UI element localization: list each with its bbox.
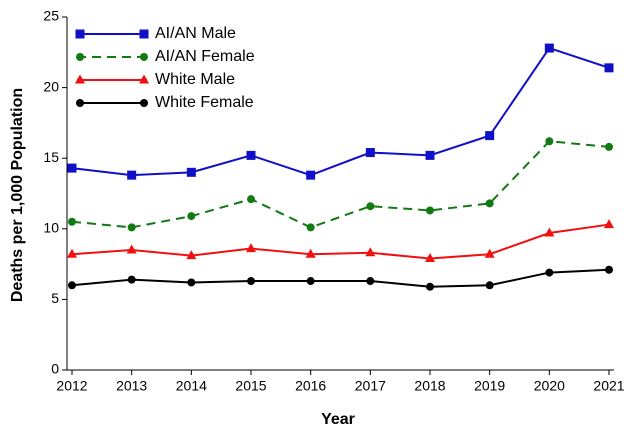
marker [485,199,494,208]
marker [127,275,136,284]
x-tick-label: 2016 [295,378,326,394]
marker [187,212,196,221]
marker [75,29,85,39]
legend-label: White Male [155,71,235,88]
marker [484,248,495,258]
marker [605,265,613,274]
marker [139,29,149,39]
marker [246,150,256,160]
marker [127,223,136,232]
marker [306,170,316,180]
marker [425,150,435,160]
y-tick-label: 25 [43,8,59,24]
marker [545,268,554,277]
marker [186,167,196,177]
series-line [71,46,610,177]
legend-label: White Female [155,94,254,111]
marker [186,250,197,260]
x-tick-label: 2021 [593,378,624,394]
series-line [71,223,610,260]
y-tick-label: 5 [51,290,59,306]
marker [366,277,375,286]
x-tick-label: 2014 [176,378,207,394]
marker [75,74,85,84]
marker [68,217,76,226]
series-line [71,268,610,288]
y-axis-title: Deaths per 1,000 Population [9,88,26,302]
marker [67,163,77,173]
marker [604,63,614,73]
marker [426,282,434,291]
marker [68,281,76,290]
x-tick-label: 2020 [534,378,565,394]
marker [425,252,435,262]
x-tick-label: 2012 [56,378,87,394]
legend-label: AI/AN Male [155,25,236,42]
x-tick-label: 2018 [414,378,445,394]
x-tick-label: 2017 [355,378,386,394]
marker [140,53,148,61]
marker [366,202,375,211]
marker [247,195,255,204]
marker [426,206,434,215]
marker [246,243,256,253]
series-line [71,140,610,229]
marker [67,248,77,258]
marker [605,142,613,151]
marker [306,277,315,286]
y-tick-label: 20 [43,78,59,94]
marker [187,278,196,287]
marker [126,244,137,254]
y-tick-label: 10 [43,220,59,236]
x-tick-label: 2019 [474,378,505,394]
x-tick-label: 2015 [235,378,266,394]
marker [544,227,555,237]
marker [247,277,255,286]
marker [306,223,315,232]
marker [485,131,495,141]
y-tick-label: 0 [51,361,59,377]
marker [139,74,149,84]
marker [365,247,376,257]
marker [76,53,84,61]
marker [544,43,554,53]
y-tick-label: 15 [43,149,59,165]
marker [485,281,494,290]
marker [127,170,137,180]
marker [76,99,84,107]
x-axis-title: Year [321,411,355,428]
marker [140,99,148,107]
marker [365,148,375,158]
marker [305,248,316,258]
x-tick-label: 2013 [116,378,147,394]
marker [604,219,614,229]
legend-label: AI/AN Female [155,48,255,65]
marker [545,137,554,146]
